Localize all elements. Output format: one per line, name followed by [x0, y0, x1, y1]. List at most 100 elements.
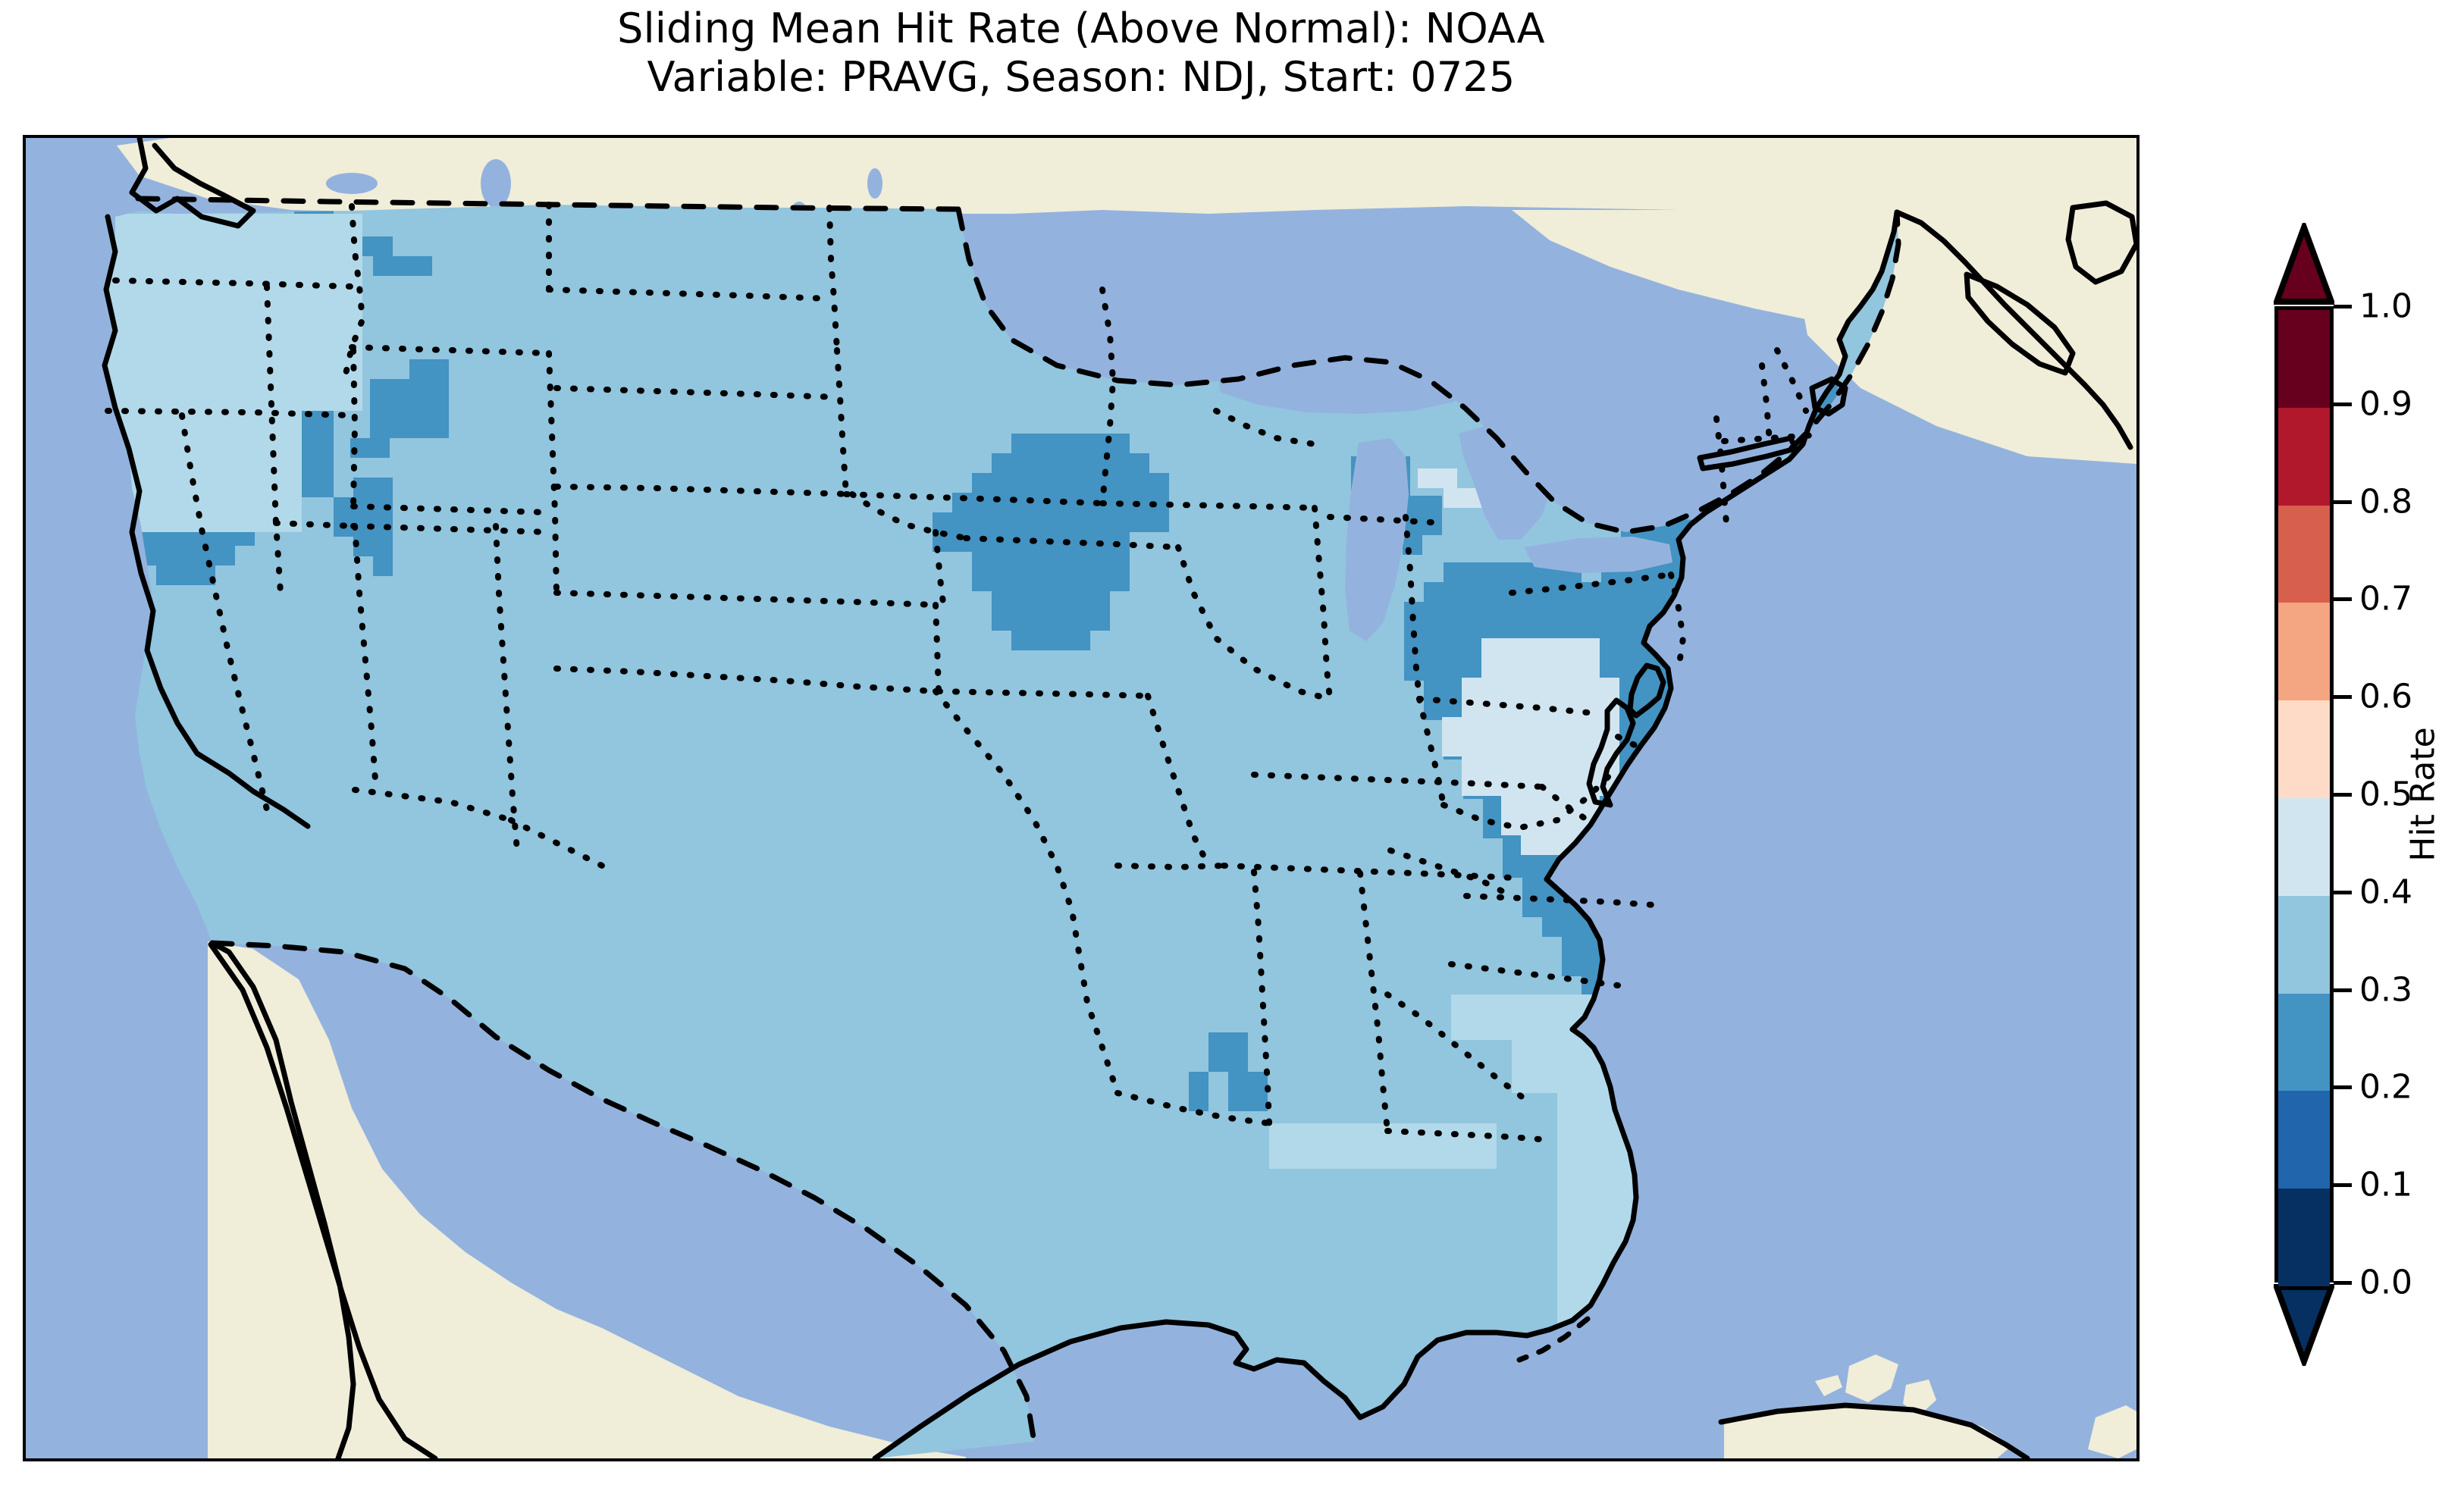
canada-east-coastline [1894, 209, 2133, 450]
border-in-oh [1403, 514, 1422, 702]
map-canvas [26, 138, 2136, 1458]
colorbar-label: Hit Rate [2403, 727, 2443, 862]
lake-michigan [1345, 438, 1409, 641]
border-mn-wi [1099, 287, 1117, 506]
hispaniola-landmass [2088, 1405, 2136, 1458]
border-mo-ar [936, 688, 1151, 699]
border-ga-fl [1384, 1128, 1553, 1143]
border-nm-mexico [508, 817, 605, 869]
border-nm-tx [493, 523, 520, 853]
state-boundaries [105, 202, 1818, 1143]
border-il-ky-mo [1175, 544, 1333, 702]
colorbar-tick-0.5 [2334, 793, 2352, 797]
colorbar: 1.0 0.9 0.8 0.7 0.6 0.5 0.4 0.3 0.2 0.1 0.0 Hit Ra… [2274, 223, 2443, 1366]
colorbar-band-0.7-0.8 [2278, 505, 2330, 603]
colorbar-tick-0.6 [2334, 695, 2352, 700]
colorbar-tick-label-0.1: 0.1 [2359, 1165, 2412, 1204]
colorbar-tick-0.7 [2334, 597, 2352, 602]
northeast-coastline [1786, 209, 1900, 462]
border-va-nc [1463, 893, 1659, 908]
gulf-of-california-east [208, 941, 438, 1458]
colorbar-band-0.5-0.6 [2278, 700, 2330, 798]
border-az-nm [352, 523, 379, 793]
border-oh-wv-pa [1416, 696, 1447, 808]
colorbar-tick-0.8 [2334, 500, 2352, 504]
cuba-coastline [1718, 1402, 2030, 1458]
colorbar-tick-label-0.8: 0.8 [2359, 482, 2412, 521]
colorbar-band-0.2-0.3 [2278, 993, 2330, 1092]
colorbar-band-0.1-0.2 [2278, 1091, 2330, 1189]
colorbar-tick-0.4 [2334, 890, 2352, 894]
border-tx-la [933, 688, 1121, 1096]
border-wi-il [1099, 500, 1318, 511]
border-co-ks-v [546, 350, 560, 596]
colorbar-band-0-0.1 [2278, 1189, 2330, 1286]
title-line-1: Sliding Mean Hit Rate (Above Normal): NO… [617, 5, 1545, 52]
colorbar-tick-1.0 [2334, 305, 2352, 309]
nova-scotia [1964, 271, 2076, 376]
usa-canada-border [135, 196, 961, 212]
colorbar-band-0.3-0.4 [2278, 895, 2330, 994]
map-plot-area [23, 135, 2140, 1461]
border-ia-mo [963, 535, 1181, 550]
border-wy-co [350, 503, 552, 515]
baja-peninsula [211, 953, 352, 1458]
lake-erie [1524, 537, 1672, 573]
bahamas-islands [1815, 1355, 1936, 1415]
delmarva-peninsula [1627, 662, 1666, 719]
border-ks-mo [933, 529, 946, 605]
border-nd-mn [826, 205, 840, 353]
border-md-de [1615, 734, 1651, 753]
mexico-landmass [208, 941, 966, 1458]
border-pa-ny [1509, 572, 1674, 596]
border-sd-ne [553, 385, 840, 400]
lake-winnipeg [1277, 287, 1315, 347]
colorbar-under-arrow [2274, 1284, 2334, 1366]
border-mn-ia [843, 491, 1105, 506]
lake-huron [1459, 423, 1554, 540]
colorbar-band-0.6-0.7 [2278, 603, 2330, 701]
border-ne-ks [553, 484, 855, 497]
usa-mexico-border [209, 940, 1037, 1445]
border-ne-ia-mo [849, 491, 969, 541]
border-ok-ar [933, 602, 942, 694]
colorbar-tick-label-0.2: 0.2 [2359, 1067, 2412, 1107]
colorbar-tick-0.0 [2334, 1281, 2352, 1285]
chesapeake-bay [1586, 697, 1636, 808]
colorbar-band-0.4-0.5 [2278, 798, 2330, 896]
border-al-ga [1357, 870, 1390, 1134]
colorbar-tick-label-0.7: 0.7 [2359, 579, 2412, 619]
border-wa-or-id [112, 277, 355, 290]
border-pa-nj [1668, 572, 1687, 672]
florida-coastline [1524, 1026, 1639, 1339]
colorbar-tick-label-0.0: 0.0 [2359, 1263, 2412, 1302]
border-mt-wy [349, 344, 552, 356]
border-mi-wi [1213, 408, 1318, 447]
colorbar-tick-label-1.0: 1.0 [2359, 287, 2412, 326]
colorbar-tick-label-0.9: 0.9 [2359, 384, 2412, 424]
colorbar-over-arrow [2274, 223, 2334, 305]
border-nh-me [1774, 347, 1809, 414]
gulf-coast-line [872, 1319, 1530, 1458]
colorbar-bands [2274, 306, 2334, 1286]
colorbar-tick-label-0.5: 0.5 [2359, 775, 2412, 814]
coastlines [102, 138, 2136, 1458]
canada-landmass [117, 138, 2136, 252]
border-il-in [1312, 505, 1333, 702]
colorbar-tick-label-0.4: 0.4 [2359, 872, 2412, 912]
border-nd-sd [546, 287, 832, 302]
colorbar-tick-label-0.6: 0.6 [2359, 677, 2412, 716]
border-pa-wv-md [1416, 696, 1591, 716]
title-line-2: Variable: PRAVG, Season: NDJ, Start: 072… [647, 53, 1516, 101]
border-ky-tn [1251, 772, 1545, 790]
border-mi-in-oh [1327, 514, 1447, 526]
colorbar-tick-0.1 [2334, 1183, 2352, 1188]
border-co-nm [350, 523, 552, 535]
figure-title: Sliding Mean Hit Rate (Above Normal): NO… [0, 5, 2162, 102]
lake-ontario [1624, 487, 1745, 520]
border-or-ca [105, 408, 355, 418]
colorbar-band-0.8-0.9 [2278, 407, 2330, 506]
border-sc-ga [1384, 991, 1530, 1104]
border-ky-va [1539, 784, 1591, 823]
